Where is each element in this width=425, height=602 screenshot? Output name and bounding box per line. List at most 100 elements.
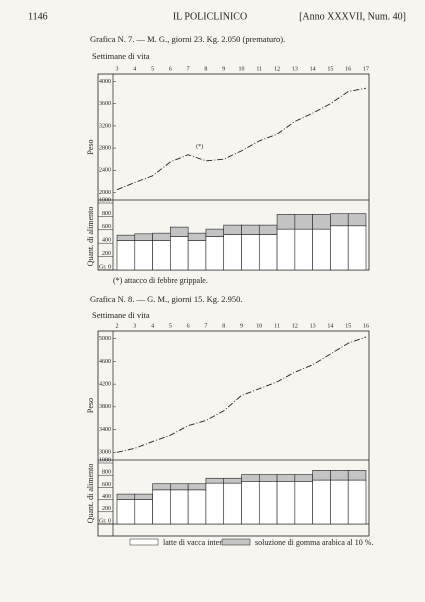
food-bar [330, 213, 349, 227]
food-bar [312, 470, 331, 481]
legend-swatch [221, 538, 251, 546]
y-tick-label: Gr. 0 [99, 264, 111, 270]
week-label: 6 [169, 66, 172, 72]
y-tick-label: 3000 [99, 450, 111, 456]
week-label: 11 [256, 66, 262, 72]
food-bar [223, 224, 242, 235]
week-label: 7 [187, 66, 190, 72]
food-bar [276, 214, 296, 230]
food-bar [312, 479, 331, 525]
food-bar [187, 483, 207, 491]
week-label: 17 [363, 66, 369, 72]
annotation: (*) [196, 143, 203, 150]
week-label: 5 [169, 323, 172, 329]
food-bar [170, 489, 189, 525]
week-label: 10 [256, 323, 262, 329]
y-tick-label: 600 [102, 224, 111, 230]
weight-line [116, 336, 367, 453]
y-tick-label: 4000 [99, 79, 111, 85]
y-tick-label: 4200 [99, 382, 111, 388]
food-bar [241, 480, 260, 525]
food-bar [294, 480, 313, 525]
y-axis-title: Quant. di alimento [86, 464, 95, 524]
food-bar [276, 228, 296, 271]
legend-swatch [129, 538, 159, 546]
food-bar [116, 240, 136, 271]
y-tick-label: 3200 [99, 123, 111, 129]
y-axis-title: Peso [86, 139, 95, 154]
food-bar [241, 234, 260, 271]
week-label: 6 [187, 323, 190, 329]
food-bar [258, 480, 278, 525]
y-tick-label: 400 [102, 494, 111, 500]
food-bar [170, 483, 189, 491]
y-axis-title: Quant. di alimento [86, 207, 95, 267]
x-axis-title: Settimane di vita [92, 51, 150, 61]
week-label: 11 [274, 323, 280, 329]
y-axis-title: Peso [86, 398, 95, 413]
food-bar [294, 474, 313, 482]
week-label: 4 [133, 66, 136, 72]
food-bar [116, 493, 136, 500]
food-bar [223, 477, 242, 484]
week-label: 16 [363, 323, 369, 329]
y-tick-label: 2000 [99, 190, 111, 196]
y-tick-label: 3400 [99, 427, 111, 433]
food-bar [187, 232, 207, 241]
food-bar [205, 236, 225, 271]
week-label: 13 [292, 66, 298, 72]
food-bar [205, 477, 225, 484]
food-bar [312, 214, 331, 230]
food-bar [347, 479, 367, 525]
week-label: 9 [240, 323, 243, 329]
food-bar [116, 499, 136, 525]
food-bar [330, 479, 349, 525]
journal-name: IL POLICLINICO [173, 11, 247, 22]
week-label: 9 [222, 66, 225, 72]
food-bar [187, 240, 207, 271]
food-bar [276, 480, 296, 525]
food-bar [258, 234, 278, 271]
food-bar [276, 474, 296, 482]
food-bar [134, 499, 153, 525]
chart-title: Grafica N. 8. — G. M., giorni 15. Kg. 2.… [90, 294, 243, 304]
legend-label: latte di vacca intero. [163, 538, 228, 547]
y-tick-label: 600 [102, 482, 111, 488]
weight-line [116, 87, 367, 191]
week-label: 3 [133, 323, 136, 329]
y-tick-label: 2800 [99, 145, 111, 151]
food-bar [294, 228, 313, 271]
week-label: 16 [345, 66, 351, 72]
page-number: 1146 [28, 11, 48, 22]
food-bar [223, 482, 242, 525]
food-bar [294, 214, 313, 230]
y-tick-label: 800 [102, 470, 111, 476]
week-label: 2 [116, 323, 119, 329]
week-label: 8 [204, 66, 207, 72]
legend-label: soluzione di gomma arabica al 10 %. [255, 538, 373, 547]
y-tick-label: 2400 [99, 168, 111, 174]
food-bar [241, 474, 260, 482]
food-bar [170, 226, 189, 237]
food-bar [347, 225, 367, 271]
y-tick-label: 400 [102, 238, 111, 244]
week-label: 7 [204, 323, 207, 329]
week-label: 14 [327, 323, 333, 329]
food-bar [330, 470, 349, 481]
y-tick-label: 1000 [99, 197, 111, 203]
frame [97, 330, 370, 537]
food-bar [312, 228, 331, 271]
food-bar [241, 224, 260, 235]
x-axis-title: Settimane di vita [92, 310, 150, 320]
food-bar [134, 493, 153, 500]
footnote: (*) attacco di febbre grippale. [113, 276, 208, 285]
y-tick-label: 3600 [99, 101, 111, 107]
y-tick-label: 3800 [99, 404, 111, 410]
week-label: 13 [310, 323, 316, 329]
week-label: 3 [116, 66, 119, 72]
food-bar [152, 483, 171, 491]
food-bar [205, 482, 225, 525]
week-label: 5 [151, 66, 154, 72]
week-label: 15 [345, 323, 351, 329]
